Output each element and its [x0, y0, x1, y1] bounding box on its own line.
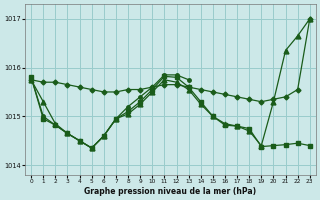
- X-axis label: Graphe pression niveau de la mer (hPa): Graphe pression niveau de la mer (hPa): [84, 187, 257, 196]
